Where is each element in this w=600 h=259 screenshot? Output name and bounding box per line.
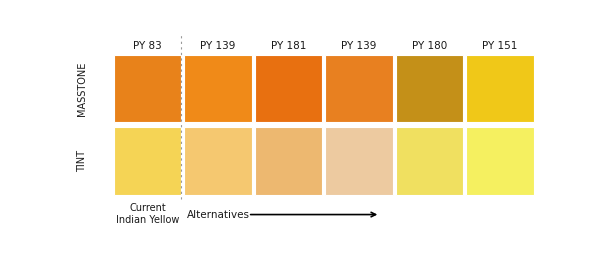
Bar	[325, 55, 393, 122]
Text: PY 139: PY 139	[341, 41, 377, 51]
Text: Alternatives: Alternatives	[187, 210, 250, 220]
Text: MASSTONE: MASSTONE	[77, 61, 88, 116]
Bar	[184, 127, 252, 195]
Text: Indian Yellow: Indian Yellow	[116, 214, 179, 225]
Text: PY 151: PY 151	[482, 41, 518, 51]
Bar	[254, 127, 322, 195]
Text: PY 181: PY 181	[271, 41, 306, 51]
Bar	[113, 127, 181, 195]
Bar	[184, 55, 252, 122]
Bar	[113, 55, 181, 122]
Text: PY 139: PY 139	[200, 41, 236, 51]
Bar	[466, 55, 534, 122]
Text: TINT: TINT	[77, 150, 88, 172]
Text: Current: Current	[129, 203, 166, 213]
Bar	[395, 127, 463, 195]
Bar	[466, 127, 534, 195]
Bar	[254, 55, 322, 122]
Bar	[325, 127, 393, 195]
Text: PY 180: PY 180	[412, 41, 447, 51]
Bar	[395, 55, 463, 122]
Text: PY 83: PY 83	[133, 41, 162, 51]
